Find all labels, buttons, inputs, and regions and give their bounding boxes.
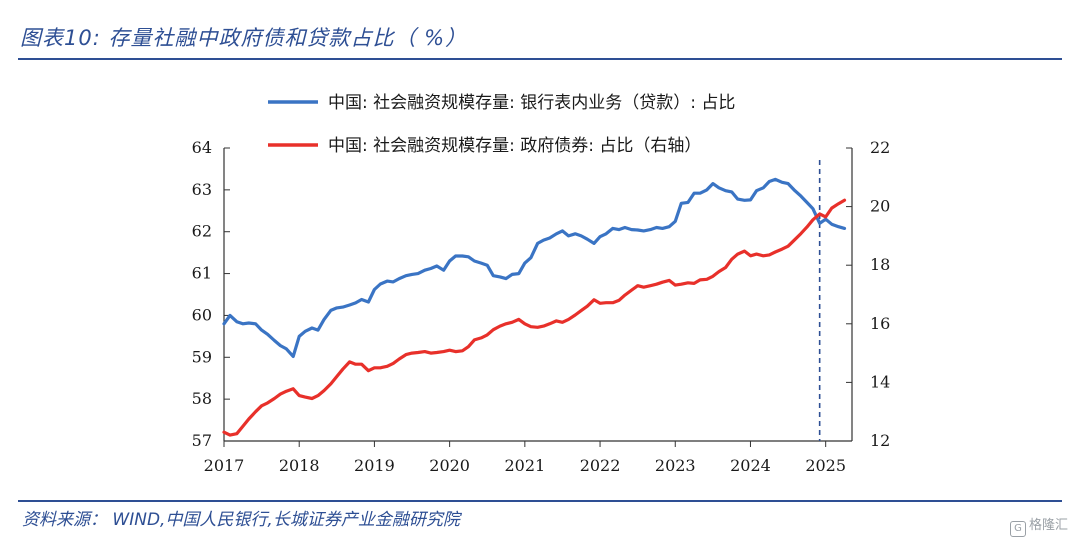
y-left-tick-label: 57	[192, 431, 212, 450]
y-left-tick-label: 62	[192, 222, 212, 241]
x-tick-label: 2018	[279, 456, 320, 475]
source-note: 资料来源： WIND,中国人民银行,长城证券产业金融研究院	[22, 510, 460, 530]
footer-divider	[18, 500, 1062, 502]
y-right-tick-label: 14	[870, 372, 890, 391]
series-line-1	[222, 177, 847, 358]
title-divider	[18, 58, 1062, 60]
x-tick-label: 2019	[354, 456, 395, 475]
legend-label-1: 中国: 社会融资规模存量: 银行表内业务（贷款）: 占比	[328, 93, 735, 113]
y-left-tick-label: 63	[192, 180, 212, 199]
x-tick-label: 2020	[429, 456, 470, 475]
y-left-tick-label: 61	[192, 264, 212, 283]
x-tick-label: 2024	[730, 456, 771, 475]
x-tick-label: 2017	[204, 456, 245, 475]
chart-axes	[223, 148, 853, 442]
x-tick-label: 2022	[580, 456, 621, 475]
figure-title: 图表10: 存量社融中政府债和贷款占比（ %）	[20, 26, 468, 50]
y-left-tick-label: 59	[192, 347, 212, 366]
y-right-tick-label: 22	[870, 138, 890, 157]
y-right-tick-label: 16	[870, 314, 890, 333]
x-tick-label: 2025	[805, 456, 846, 475]
x-tick-label: 2021	[504, 456, 545, 475]
watermark-text: 格隆汇	[1028, 518, 1068, 533]
chart-series	[222, 177, 847, 437]
y-left-tick-label: 58	[192, 389, 212, 408]
y-right-tick-label: 18	[870, 255, 890, 274]
y-left-tick-label: 60	[192, 305, 212, 324]
legend-label-2: 中国: 社会融资规模存量: 政府债券: 占比（右轴）	[328, 136, 701, 156]
y-right-tick-label: 20	[870, 197, 890, 216]
gelonghui-logo-icon: G	[1009, 521, 1026, 537]
watermark: G 格隆汇	[1009, 514, 1068, 537]
y-right-tick-label: 12	[870, 431, 890, 450]
y-left-tick-label: 64	[192, 138, 212, 157]
x-tick-label: 2023	[655, 456, 696, 475]
series-line-2	[222, 198, 847, 437]
